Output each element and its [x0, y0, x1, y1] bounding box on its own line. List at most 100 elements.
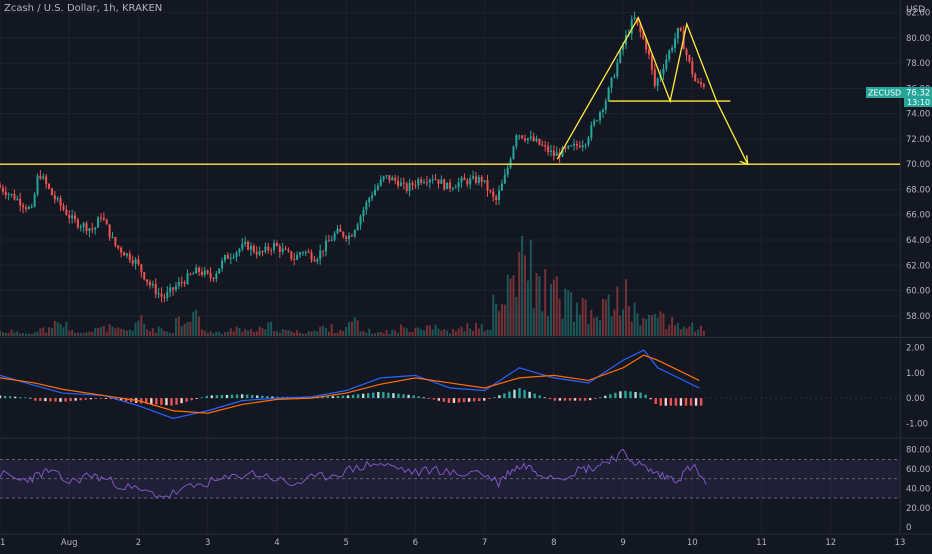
volume-bar [694, 331, 697, 336]
candle-body [555, 152, 558, 156]
macd-histogram-bar [679, 398, 683, 406]
volume-bar [310, 331, 313, 336]
volume-bar [71, 330, 74, 336]
candle-body [160, 293, 163, 297]
candle-body [45, 176, 48, 184]
macd-histogram-bar [326, 396, 330, 399]
macd-histogram-bar [356, 394, 360, 399]
volume-bar [593, 317, 596, 336]
macd-histogram-bar [150, 398, 153, 405]
volume-bar [428, 325, 431, 336]
candle-body [232, 256, 235, 258]
macd-histogram-bar [13, 396, 17, 399]
macd-histogram-bar [54, 398, 57, 402]
volume-bar [73, 332, 77, 336]
volume-bar [414, 327, 417, 336]
volume-bar [94, 328, 97, 336]
volume-bar [120, 328, 123, 336]
candle-body [480, 177, 483, 182]
volume-bar [76, 332, 79, 336]
volume-bar [172, 333, 175, 336]
candle-body [348, 235, 351, 240]
volume-bar [339, 330, 342, 336]
candle-body [108, 224, 111, 238]
volume-bar [526, 280, 529, 336]
candle-body [123, 252, 126, 256]
candle-body [402, 182, 405, 184]
macd-histogram-bar [24, 397, 27, 399]
volume-bar [350, 321, 353, 336]
macd-histogram-bar [614, 392, 617, 399]
macd-histogram-bar [94, 398, 98, 399]
macd-histogram-bar [180, 398, 183, 404]
volume-bar [584, 299, 587, 336]
price-tag: ZECUSD 76.32 13:10 [866, 87, 932, 107]
candle-body [4, 191, 7, 196]
macd-histogram-bar [79, 398, 82, 401]
volume-bar [489, 329, 492, 336]
y-tick-label: 68.00 [906, 185, 930, 195]
volume-bar [30, 333, 33, 336]
macd-histogram-bar [397, 393, 400, 399]
macd-histogram-bar [69, 398, 72, 402]
candle-body [411, 182, 414, 186]
macd-histogram-bar [462, 398, 466, 403]
volume-bar [241, 331, 244, 336]
volume-bar [56, 321, 59, 336]
macd-histogram-bar [34, 398, 37, 401]
volume-bar [203, 330, 206, 336]
candle-body [448, 182, 452, 189]
candle-body [541, 144, 544, 146]
volume-bar [466, 323, 469, 336]
macd-histogram-bar [99, 398, 103, 399]
candle-body [451, 188, 454, 190]
volume-bar [319, 326, 322, 336]
volume-bar [50, 327, 53, 336]
volume-bar [544, 269, 547, 336]
volume-bar [662, 313, 665, 336]
candle-body [62, 205, 65, 210]
candle-body [307, 251, 310, 253]
volume-bar [633, 302, 636, 336]
volume-bar [434, 324, 437, 336]
signal-line [0, 354, 700, 414]
macd-histogram-bar [604, 395, 607, 399]
volume-bar [157, 326, 160, 336]
macd-histogram-bar [225, 394, 229, 399]
macd-histogram-bar [18, 397, 22, 399]
target-arrowhead [739, 155, 749, 166]
volume-bar [420, 329, 423, 336]
candle-body [249, 246, 252, 250]
candle-body [385, 175, 388, 177]
candle-body [27, 207, 30, 209]
volume-bar [261, 328, 264, 336]
volume-bar [330, 324, 333, 336]
volume-bar [659, 311, 662, 336]
candle-body [174, 286, 177, 290]
macd-tick-label: 0.00 [906, 394, 925, 404]
candle-body [339, 228, 342, 232]
volume-bar [399, 324, 402, 336]
candle-body [391, 177, 394, 181]
candle-body [702, 84, 705, 87]
macd-histogram-bar [437, 398, 441, 401]
candle-body [653, 69, 656, 86]
macd-histogram-bar [195, 398, 198, 399]
volume-bar [13, 332, 16, 336]
macd-histogram-bar [493, 397, 496, 399]
candle-body [258, 250, 261, 255]
candle-body [350, 235, 353, 237]
candle-body [431, 179, 434, 181]
volume-bar [137, 320, 140, 336]
y-tick-label: 62.00 [906, 261, 930, 271]
candle-body [241, 244, 244, 250]
candle-body [284, 248, 287, 250]
candle-body [252, 246, 255, 252]
volume-bar [301, 333, 304, 336]
volume-bar [290, 330, 293, 336]
macd-tick-label: 2.00 [906, 344, 925, 354]
candle-body [166, 291, 169, 298]
macd-histogram-bar [452, 398, 456, 403]
candle-body [275, 242, 278, 247]
